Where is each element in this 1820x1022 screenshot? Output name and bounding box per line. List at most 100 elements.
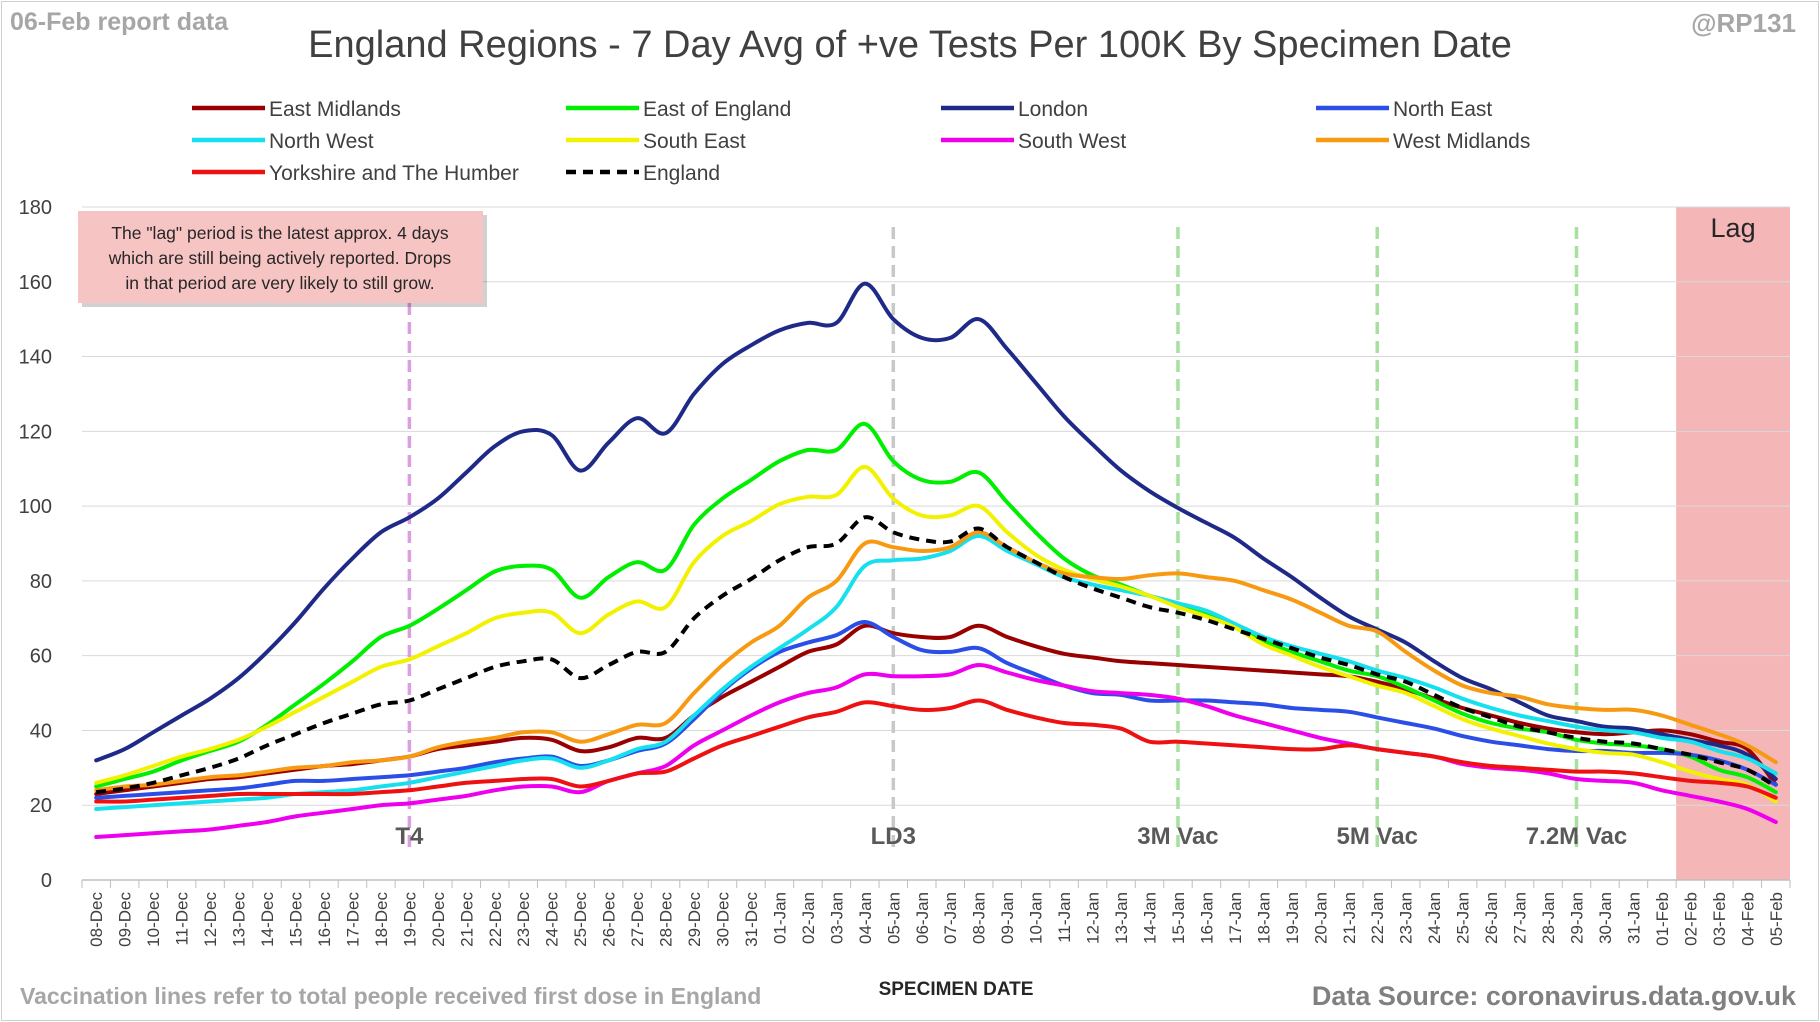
series-line-south-west xyxy=(94,663,1778,839)
x-tick-label: 05-Feb xyxy=(1767,892,1786,946)
x-tick-label: 29-Jan xyxy=(1568,892,1587,944)
report-date: 06-Feb report data xyxy=(10,8,229,36)
lag-note-line: The "lag" period is the latest approx. 4… xyxy=(111,223,449,243)
x-tick-label: 08-Jan xyxy=(970,892,989,944)
x-tick-label: 15-Dec xyxy=(287,892,306,947)
x-tick-label: 28-Dec xyxy=(657,892,676,947)
x-tick-label: 04-Feb xyxy=(1738,892,1757,946)
x-tick-label: 30-Dec xyxy=(714,892,733,947)
y-tick-label: 60 xyxy=(30,646,52,668)
x-tick-label: 26-Jan xyxy=(1482,892,1501,944)
x-tick-label: 01-Feb xyxy=(1653,892,1672,946)
x-tick-label: 25-Jan xyxy=(1454,892,1473,944)
legend-label: West Midlands xyxy=(1393,130,1530,153)
x-tick-label: 21-Dec xyxy=(457,892,476,947)
x-tick-label: 22-Dec xyxy=(486,892,505,947)
x-tick-label: 19-Jan xyxy=(1283,892,1302,944)
x-tick-label: 14-Dec xyxy=(258,892,277,947)
lag-region xyxy=(1676,207,1790,880)
series-line-north-east xyxy=(94,620,1778,800)
author-handle: @RP131 xyxy=(1691,8,1796,38)
legend-label: Yorkshire and The Humber xyxy=(269,162,519,185)
event-label: LD3 xyxy=(871,823,916,850)
x-tick-label: 17-Dec xyxy=(343,892,362,947)
event-label: T4 xyxy=(395,823,424,850)
lag-note-line: which are still being actively reported.… xyxy=(108,248,452,268)
x-tick-label: 07-Jan xyxy=(941,892,960,944)
lag-note-background xyxy=(78,211,483,303)
x-tick-label: 19-Dec xyxy=(400,892,419,947)
x-tick-label: 09-Dec xyxy=(116,892,135,947)
y-tick-label: 120 xyxy=(19,421,52,443)
x-tick-label: 02-Feb xyxy=(1681,892,1700,946)
x-tick-label: 08-Dec xyxy=(87,892,106,947)
x-tick-label: 10-Dec xyxy=(144,892,163,947)
x-tick-label: 21-Jan xyxy=(1340,892,1359,944)
lag-note-line: in that period are very likely to still … xyxy=(125,273,434,293)
x-tick-label: 31-Jan xyxy=(1624,892,1643,944)
series-line-england xyxy=(95,515,1777,795)
x-tick-label: 14-Jan xyxy=(1141,892,1160,944)
x-tick-label: 24-Dec xyxy=(543,892,562,947)
x-tick-label: 12-Dec xyxy=(201,892,220,947)
x-tick-label: 25-Dec xyxy=(571,892,590,947)
series-line-south-east xyxy=(94,464,1778,804)
vaccination-footnote: Vaccination lines refer to total people … xyxy=(20,983,762,1009)
x-tick-label: 30-Jan xyxy=(1596,892,1615,944)
y-tick-label: 40 xyxy=(30,720,52,742)
event-label: 3M Vac xyxy=(1137,823,1218,850)
x-tick-label: 16-Dec xyxy=(315,892,334,947)
legend-label: East of England xyxy=(643,98,791,121)
x-tick-label: 09-Jan xyxy=(998,892,1017,944)
y-tick-label: 140 xyxy=(19,347,52,369)
legend-label: South West xyxy=(1018,130,1126,153)
series-line-east-of-england xyxy=(94,421,1778,795)
legend-label: North East xyxy=(1393,98,1492,121)
x-tick-label: 02-Jan xyxy=(799,892,818,944)
y-tick-label: 100 xyxy=(19,496,52,518)
chart-title: England Regions - 7 Day Avg of +ve Tests… xyxy=(308,24,1512,66)
legend-label: North West xyxy=(269,130,374,153)
x-tick-label: 12-Jan xyxy=(1084,892,1103,944)
x-tick-label: 10-Jan xyxy=(1027,892,1046,944)
x-tick-label: 17-Jan xyxy=(1226,892,1245,944)
y-tick-label: 20 xyxy=(30,795,52,817)
x-tick-label: 11-Jan xyxy=(1055,892,1074,943)
y-tick-label: 0 xyxy=(41,870,52,892)
x-tick-label: 20-Dec xyxy=(429,892,448,947)
x-tick-label: 18-Jan xyxy=(1254,892,1273,944)
x-tick-label: 27-Dec xyxy=(628,892,647,947)
x-tick-label: 16-Jan xyxy=(1197,892,1216,944)
x-tick-label: 31-Dec xyxy=(742,892,761,947)
event-label: 5M Vac xyxy=(1337,823,1418,850)
x-tick-label: 18-Dec xyxy=(372,892,391,947)
x-tick-label: 26-Dec xyxy=(600,892,619,947)
legend-label: East Midlands xyxy=(269,98,401,121)
x-tick-label: 03-Jan xyxy=(827,892,846,944)
lag-label: Lag xyxy=(1711,213,1756,243)
x-tick-label: 11-Dec xyxy=(173,892,192,946)
x-tick-label: 23-Dec xyxy=(514,892,533,947)
x-tick-label: 29-Dec xyxy=(685,892,704,947)
series-line-london xyxy=(94,281,1778,781)
series-line-west-midlands xyxy=(94,530,1778,793)
x-tick-label: 13-Jan xyxy=(1112,892,1131,944)
x-axis-title: SPECIMEN DATE xyxy=(879,979,1034,1000)
series-line-yorkshire-and-the-humber xyxy=(94,698,1778,804)
x-tick-label: 06-Jan xyxy=(913,892,932,944)
lag-note-box: The "lag" period is the latest approx. 4… xyxy=(78,211,487,307)
y-tick-label: 80 xyxy=(30,571,52,593)
x-tick-label: 23-Jan xyxy=(1397,892,1416,944)
data-source: Data Source: coronavirus.data.gov.uk xyxy=(1311,981,1796,1011)
x-tick-label: 04-Jan xyxy=(856,892,875,944)
series-line-north-west xyxy=(94,534,1778,811)
x-tick-label: 24-Jan xyxy=(1425,892,1444,944)
legend-label: South East xyxy=(643,130,746,153)
x-tick-label: 13-Dec xyxy=(230,892,249,947)
x-tick-label: 05-Jan xyxy=(884,892,903,944)
legend-label: London xyxy=(1018,98,1088,121)
x-tick-label: 22-Jan xyxy=(1368,892,1387,944)
x-tick-label: 27-Jan xyxy=(1511,892,1530,944)
